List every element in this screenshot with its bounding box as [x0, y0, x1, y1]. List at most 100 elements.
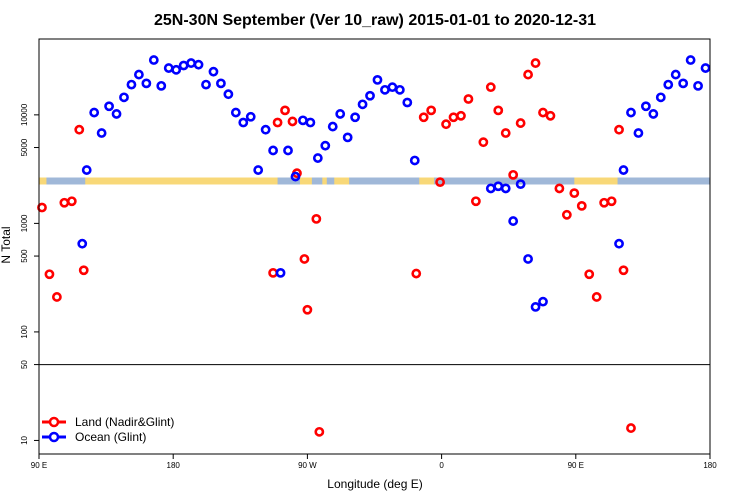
ocean-point [305, 117, 316, 128]
land-point [314, 426, 325, 437]
land-point [523, 69, 533, 80]
ocean-point [283, 145, 293, 156]
ocean-point [193, 59, 204, 70]
land-point [530, 58, 541, 68]
ocean-point [618, 165, 629, 175]
ocean-point [312, 153, 323, 163]
land-point [569, 188, 580, 199]
ocean-point [365, 90, 375, 101]
y-tick-label: 5000 [20, 138, 29, 156]
land-point [463, 94, 474, 104]
land-point [411, 268, 422, 279]
ocean-point [148, 55, 159, 65]
x-tick-label: 90 E [31, 461, 47, 470]
land-point [584, 269, 595, 280]
ocean-point [298, 115, 308, 126]
ocean-point [230, 107, 241, 118]
ocean-point [538, 296, 548, 307]
ocean-point [663, 79, 674, 90]
ocean-point [126, 79, 137, 90]
land-point [554, 183, 565, 194]
land-point [538, 107, 548, 118]
surface-strip [39, 177, 710, 185]
ocean-point [253, 165, 264, 175]
plot-frame [38, 38, 711, 455]
legend-ocean-marker [48, 431, 60, 443]
land-point [614, 124, 624, 135]
ocean-point [655, 92, 666, 103]
ocean-point [614, 238, 624, 249]
ocean-point [640, 101, 651, 112]
chart-title: 25N-30N September (Ver 10_raw) 2015-01-0… [154, 12, 596, 29]
legend-land-label: Land (Nadir&Glint) [75, 415, 174, 429]
ocean-point [119, 92, 129, 103]
land-point [418, 112, 429, 123]
y-tick-label: 500 [20, 249, 29, 263]
ocean-strip-segment [617, 177, 710, 185]
y-tick-label: 50 [20, 360, 29, 369]
land-point [74, 124, 85, 135]
ocean-strip-segment [311, 177, 323, 185]
x-axis: 90 E 180 90 W 0 90 E 180 [31, 454, 717, 470]
ocean-point [372, 74, 383, 85]
y-tick-label: 10 [20, 435, 29, 444]
y-axis: 10 50 100 500 1000 5000 10000 [20, 103, 39, 445]
land-point [59, 197, 70, 208]
land-point [618, 265, 629, 276]
land-point [287, 116, 298, 127]
land-point [576, 200, 587, 211]
land-point [37, 202, 47, 213]
land-point [51, 292, 62, 302]
ocean-point [178, 60, 189, 71]
x-axis-label: Longitude (deg E) [327, 477, 422, 491]
land-point [485, 82, 496, 93]
ocean-point [245, 111, 256, 122]
x-tick-label: 180 [167, 461, 181, 470]
ocean-point [290, 171, 301, 182]
land-point [493, 105, 504, 116]
ocean-point [508, 216, 519, 226]
ocean-point [141, 78, 152, 89]
ocean-point [409, 155, 420, 166]
land-point [545, 110, 556, 121]
ocean-point [260, 124, 271, 135]
ocean-point [387, 82, 398, 93]
ocean-point [500, 183, 511, 194]
data-points [37, 55, 711, 437]
ocean-strip-segment [46, 177, 86, 185]
ocean-point [81, 165, 92, 175]
ocean-strip-segment [326, 177, 335, 185]
land-point [302, 304, 313, 315]
land-point [591, 292, 602, 302]
ocean-point [693, 80, 703, 91]
ocean-point [89, 107, 100, 118]
ocean-point [268, 145, 279, 156]
ocean-point [171, 64, 182, 75]
ocean-point [216, 78, 226, 89]
ocean-point [357, 99, 368, 110]
x-tick-label: 90 E [568, 461, 584, 470]
y-tick-label: 1000 [20, 214, 29, 232]
land-point [311, 213, 322, 224]
ocean-point [648, 109, 659, 119]
land-point [435, 177, 446, 188]
land-point [448, 112, 459, 123]
ocean-point [485, 183, 496, 194]
ocean-strip-segment [277, 177, 300, 185]
ocean-point [515, 179, 526, 190]
ocean-point [685, 55, 696, 65]
ocean-point [163, 63, 174, 73]
ocean-point [156, 80, 167, 91]
land-point [606, 196, 617, 207]
land-point [280, 105, 290, 116]
ocean-point [493, 181, 504, 192]
land-point [599, 197, 610, 208]
legend-land-marker [48, 416, 60, 428]
y-tick-label: 100 [20, 325, 29, 339]
land-point [299, 254, 310, 264]
ocean-point [134, 69, 144, 80]
ocean-point [678, 78, 689, 89]
ocean-point [523, 254, 533, 264]
ocean-point [633, 128, 644, 138]
legend: Land (Nadir&Glint) Ocean (Glint) [42, 415, 174, 444]
